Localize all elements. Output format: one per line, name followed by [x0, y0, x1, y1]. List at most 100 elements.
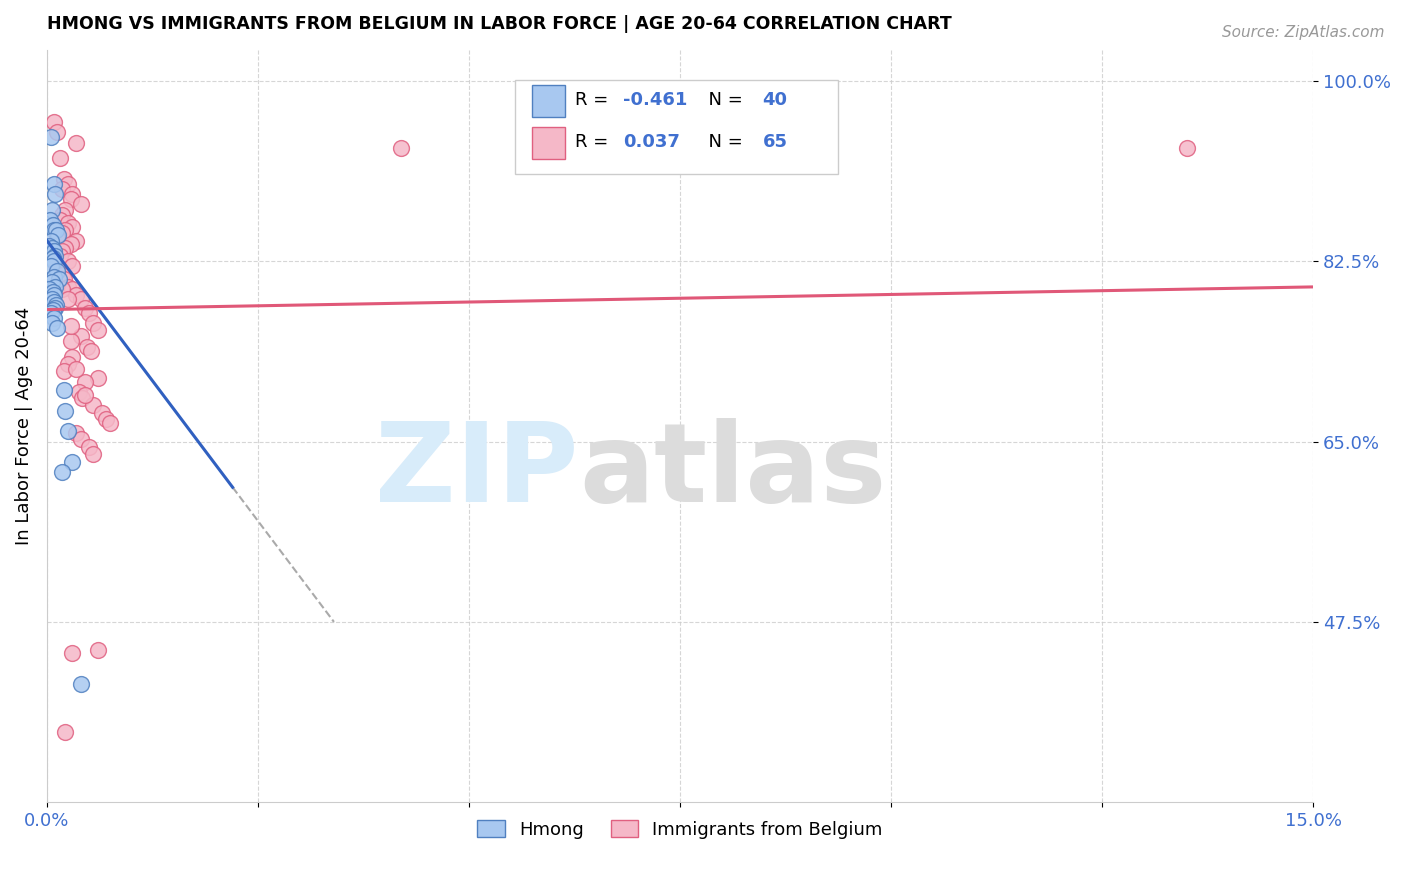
- Point: [42, 288, 65, 302]
- Point: [41, 241, 63, 255]
- Point: [46, 321, 69, 335]
- Point: [39, 306, 62, 320]
- Point: [42, 115, 65, 129]
- FancyBboxPatch shape: [531, 86, 565, 117]
- Point: [56, 357, 79, 371]
- Point: [55, 241, 77, 255]
- Point: [55, 403, 77, 417]
- Point: [73, 301, 96, 315]
- Point: [69, 677, 91, 691]
- Point: [48, 271, 70, 285]
- FancyBboxPatch shape: [531, 128, 565, 159]
- Point: [56, 424, 79, 438]
- Text: Source: ZipAtlas.com: Source: ZipAtlas.com: [1222, 25, 1385, 40]
- Point: [59, 192, 82, 206]
- Text: HMONG VS IMMIGRANTS FROM BELGIUM IN LABOR FORCE | AGE 20-64 CORRELATION CHART: HMONG VS IMMIGRANTS FROM BELGIUM IN LABO…: [46, 15, 952, 33]
- Point: [55, 223, 77, 237]
- Point: [41, 293, 63, 307]
- Point: [42, 269, 65, 284]
- Point: [44, 301, 66, 315]
- Point: [59, 334, 82, 348]
- Point: [56, 293, 79, 307]
- Point: [45, 298, 67, 312]
- Point: [42, 285, 65, 299]
- Point: [42, 177, 65, 191]
- Point: [59, 236, 82, 251]
- Point: [48, 249, 70, 263]
- Point: [391, 141, 413, 155]
- Point: [86, 642, 108, 657]
- Point: [73, 375, 96, 389]
- Point: [72, 391, 94, 405]
- Point: [60, 455, 83, 469]
- Point: [44, 223, 66, 237]
- Legend: Hmong, Immigrants from Belgium: Hmong, Immigrants from Belgium: [470, 814, 890, 846]
- Point: [41, 202, 63, 217]
- Point: [73, 388, 96, 402]
- Text: R =: R =: [575, 134, 614, 152]
- Point: [60, 350, 83, 364]
- Point: [59, 319, 82, 334]
- Point: [52, 364, 75, 378]
- Point: [56, 254, 79, 268]
- Point: [60, 282, 83, 296]
- Point: [90, 406, 112, 420]
- Point: [38, 238, 60, 252]
- Point: [82, 399, 104, 413]
- Text: 65: 65: [762, 134, 787, 152]
- Point: [51, 208, 73, 222]
- Point: [39, 130, 62, 145]
- Point: [65, 362, 87, 376]
- Point: [69, 197, 91, 211]
- Point: [86, 323, 108, 337]
- Point: [94, 412, 117, 426]
- Point: [98, 416, 121, 430]
- Point: [56, 216, 79, 230]
- Text: N =: N =: [696, 134, 748, 152]
- Point: [77, 440, 100, 454]
- Point: [44, 187, 66, 202]
- Point: [69, 433, 91, 447]
- Point: [52, 383, 75, 397]
- Point: [60, 646, 83, 660]
- Point: [56, 280, 79, 294]
- Point: [48, 213, 70, 227]
- Point: [69, 329, 91, 343]
- Point: [77, 306, 100, 320]
- Point: [38, 282, 60, 296]
- Point: [86, 370, 108, 384]
- Point: [55, 202, 77, 217]
- Point: [42, 251, 65, 265]
- Point: [82, 447, 104, 461]
- Point: [39, 234, 62, 248]
- Point: [46, 261, 69, 276]
- Point: [65, 234, 87, 248]
- Point: [42, 244, 65, 258]
- Text: R =: R =: [575, 91, 614, 109]
- Text: 0.037: 0.037: [623, 134, 681, 152]
- Point: [65, 288, 87, 302]
- Point: [44, 310, 66, 325]
- Point: [42, 218, 65, 232]
- Point: [51, 466, 73, 480]
- Point: [51, 282, 73, 296]
- Point: [51, 244, 73, 258]
- Point: [44, 280, 66, 294]
- Point: [39, 213, 62, 227]
- Point: [69, 293, 91, 307]
- Point: [46, 228, 69, 243]
- Point: [65, 426, 87, 441]
- Point: [51, 268, 73, 282]
- Point: [42, 302, 65, 317]
- Point: [65, 136, 87, 150]
- Point: [48, 151, 70, 165]
- Point: [51, 227, 73, 241]
- Text: 40: 40: [762, 91, 787, 109]
- Text: ZIP: ZIP: [375, 417, 579, 524]
- Point: [55, 725, 77, 739]
- Point: [44, 254, 66, 268]
- Text: -0.461: -0.461: [623, 91, 688, 109]
- Point: [46, 125, 69, 139]
- Point: [51, 182, 73, 196]
- FancyBboxPatch shape: [516, 80, 838, 174]
